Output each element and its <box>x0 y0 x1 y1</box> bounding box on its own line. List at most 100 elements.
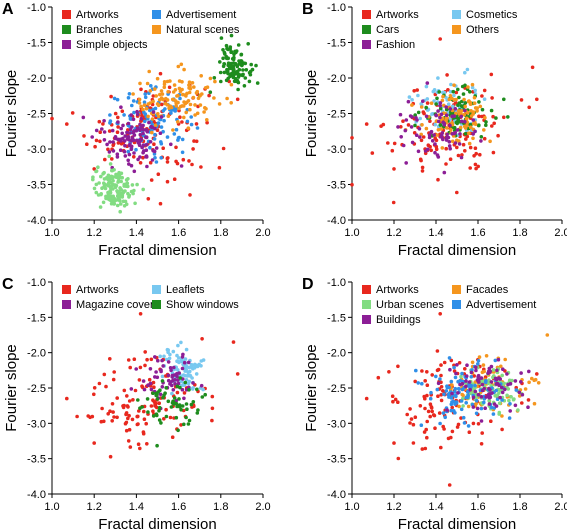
point-show-windows <box>169 405 174 409</box>
point-advertisement <box>180 137 185 142</box>
point-artworks <box>124 428 129 433</box>
point-artworks <box>170 435 175 440</box>
point-fashion <box>473 129 477 134</box>
point-cars <box>437 90 442 94</box>
point-facades <box>532 378 536 383</box>
point-artworks <box>194 122 199 126</box>
point-others <box>454 111 458 116</box>
point-leaflets <box>183 357 188 361</box>
point-artworks <box>390 148 395 153</box>
point-show-windows <box>182 422 186 427</box>
point-artworks <box>426 409 431 414</box>
point-faces <box>122 204 127 208</box>
point-simple-objects <box>141 127 146 132</box>
point-magazine-covers <box>173 382 177 386</box>
panel-letter: A <box>2 1 14 18</box>
point-natural-scenes <box>157 98 162 102</box>
point-fashion <box>401 143 406 148</box>
point-show-windows <box>151 414 156 418</box>
point-cosmetics <box>425 97 430 101</box>
point-show-windows <box>163 391 167 396</box>
point-natural-scenes <box>145 81 150 86</box>
point-others <box>469 114 474 118</box>
point-cars <box>456 116 461 121</box>
point-artworks <box>175 390 180 395</box>
point-facades <box>482 369 487 374</box>
point-faces <box>119 187 123 192</box>
point-artworks <box>137 378 142 382</box>
point-fashion <box>471 118 476 122</box>
point-artworks <box>457 361 462 365</box>
point-artworks <box>450 429 455 434</box>
point-simple-objects <box>102 130 107 134</box>
point-urban-scenes <box>512 397 516 401</box>
point-simple-objects <box>135 138 139 143</box>
point-facades <box>481 363 486 367</box>
point-natural-scenes <box>229 101 233 105</box>
point-artworks <box>454 90 459 95</box>
point-facades <box>500 414 504 418</box>
point-artworks <box>478 152 482 157</box>
point-artworks <box>435 368 440 373</box>
point-faces <box>141 187 145 192</box>
point-buildings <box>476 375 480 379</box>
point-fashion <box>433 142 437 146</box>
point-advertisement <box>491 412 496 416</box>
point-cars <box>450 111 455 116</box>
point-others <box>488 139 492 144</box>
point-simple-objects <box>138 140 142 144</box>
point-advertisement <box>464 401 469 405</box>
point-simple-objects <box>141 123 145 128</box>
point-cars <box>413 123 417 128</box>
point-faces <box>110 168 114 173</box>
point-artworks <box>108 454 113 459</box>
point-natural-scenes <box>153 123 158 128</box>
point-faces <box>101 172 105 176</box>
point-cosmetics <box>446 102 451 106</box>
point-simple-objects <box>120 131 124 136</box>
point-show-windows <box>157 418 162 422</box>
point-magazine-covers <box>176 381 181 386</box>
point-artworks <box>420 369 424 373</box>
point-branches <box>244 68 249 72</box>
point-advertisement <box>108 113 112 117</box>
point-branches <box>218 60 222 64</box>
legend-item-advertisement: Advertisement <box>152 9 236 21</box>
point-advertisement <box>452 365 456 370</box>
point-advertisement <box>451 399 456 404</box>
legend-item-urban-scenes: Urban scenes <box>362 299 444 311</box>
point-artworks <box>126 358 131 362</box>
point-artworks <box>433 426 437 431</box>
point-artworks <box>161 146 165 150</box>
point-magazine-covers <box>173 378 177 382</box>
point-natural-scenes <box>177 86 182 91</box>
point-leaflets <box>186 381 191 386</box>
point-others <box>419 132 424 137</box>
point-others <box>475 109 479 113</box>
point-branches <box>249 62 253 67</box>
point-faces <box>119 202 123 206</box>
point-natural-scenes <box>142 103 147 107</box>
point-buildings <box>486 393 491 397</box>
point-artworks <box>116 125 120 129</box>
point-fashion <box>410 140 415 145</box>
point-artworks <box>526 398 531 402</box>
point-branches <box>226 71 230 76</box>
point-facades <box>470 360 475 365</box>
x-tick-label: 1.0 <box>344 227 359 239</box>
point-others <box>458 125 463 130</box>
point-advertisement <box>154 160 159 164</box>
point-artworks <box>178 115 182 119</box>
point-simple-objects <box>115 152 120 156</box>
legend-label: Artworks <box>376 9 419 21</box>
point-advertisement <box>152 137 157 141</box>
point-natural-scenes <box>150 130 154 135</box>
point-artworks <box>391 399 395 404</box>
point-faces <box>132 188 136 193</box>
point-natural-scenes <box>199 74 203 78</box>
point-branches <box>224 43 229 48</box>
point-natural-scenes <box>229 82 234 87</box>
point-show-windows <box>195 387 199 392</box>
point-advertisement <box>456 379 460 384</box>
point-artworks <box>461 142 466 147</box>
